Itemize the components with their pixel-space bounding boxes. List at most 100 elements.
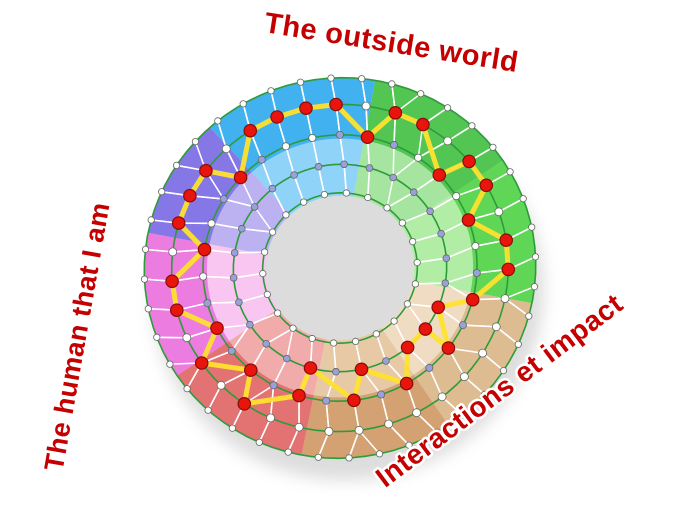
node — [398, 219, 406, 227]
node — [443, 136, 453, 146]
node — [268, 228, 277, 236]
web-line — [380, 394, 390, 425]
node — [268, 184, 277, 193]
sector-sky-blue-inner — [251, 138, 364, 215]
node — [294, 422, 304, 432]
sector-sand-dark-outer — [301, 374, 449, 459]
node — [238, 224, 246, 233]
web-line — [217, 120, 227, 149]
node — [417, 90, 425, 98]
node — [361, 101, 371, 111]
node — [459, 372, 469, 382]
node — [494, 207, 504, 217]
web-line — [446, 245, 476, 259]
red-node — [360, 130, 375, 144]
node — [273, 309, 282, 317]
node — [260, 248, 269, 256]
node — [437, 392, 447, 402]
red-node — [233, 170, 248, 185]
node — [314, 162, 323, 171]
node — [528, 223, 536, 231]
red-node — [347, 393, 361, 408]
red-node — [199, 163, 213, 178]
sector-magenta-outer — [144, 232, 230, 376]
node — [389, 173, 398, 182]
node — [500, 294, 510, 304]
red-node — [244, 363, 258, 377]
web-line — [441, 396, 463, 416]
red-node — [299, 101, 313, 115]
node — [441, 279, 450, 288]
node — [282, 354, 291, 363]
node — [433, 428, 441, 436]
node — [499, 366, 508, 375]
web-line — [417, 257, 447, 264]
node — [506, 168, 514, 176]
node — [214, 117, 222, 125]
web-line — [386, 191, 415, 209]
node — [296, 78, 305, 86]
web-line — [241, 227, 273, 233]
web-line — [211, 222, 242, 230]
node — [372, 330, 380, 338]
web-line — [258, 417, 272, 443]
node — [284, 448, 292, 456]
sector-magenta-inner — [206, 244, 279, 341]
node — [412, 408, 422, 418]
node — [525, 312, 533, 320]
web-line — [348, 430, 360, 459]
node — [267, 87, 275, 95]
red-node — [292, 388, 306, 403]
node — [140, 275, 149, 283]
web-line — [265, 327, 294, 345]
red-node — [329, 97, 343, 112]
node — [246, 320, 254, 329]
node — [409, 188, 418, 197]
node — [471, 242, 480, 251]
red-node — [432, 168, 447, 182]
node — [269, 381, 278, 390]
wheel-layers — [140, 74, 540, 462]
web-line — [287, 426, 300, 453]
node — [377, 390, 386, 399]
node — [257, 155, 266, 164]
red-node — [388, 106, 403, 120]
node — [514, 340, 522, 348]
node — [147, 216, 155, 224]
web-line — [339, 134, 345, 165]
node — [365, 164, 374, 172]
red-node — [431, 300, 445, 315]
red-node — [171, 216, 186, 230]
node — [329, 339, 338, 347]
node — [390, 317, 398, 325]
web-line — [207, 301, 239, 304]
label-outside-world: The outside world — [262, 7, 520, 79]
web-line — [416, 412, 438, 433]
node — [255, 438, 263, 446]
node — [308, 334, 316, 343]
web-line — [388, 423, 410, 446]
node — [414, 153, 423, 162]
red-node — [170, 303, 184, 317]
red-node — [237, 396, 252, 411]
red-node — [501, 262, 516, 277]
web-line — [428, 367, 443, 398]
node — [519, 195, 527, 203]
node — [411, 280, 419, 288]
node — [327, 74, 335, 82]
node — [437, 229, 445, 238]
node — [300, 198, 308, 206]
node — [168, 247, 178, 257]
node — [452, 192, 461, 201]
node — [443, 104, 452, 112]
node — [259, 269, 267, 278]
node — [308, 133, 317, 142]
web-line — [402, 210, 431, 224]
web-line — [498, 198, 524, 213]
red-node — [416, 117, 430, 132]
web-line — [445, 272, 478, 284]
node — [281, 142, 290, 151]
web-line — [286, 328, 294, 359]
web-line — [317, 166, 326, 195]
node — [153, 333, 161, 341]
